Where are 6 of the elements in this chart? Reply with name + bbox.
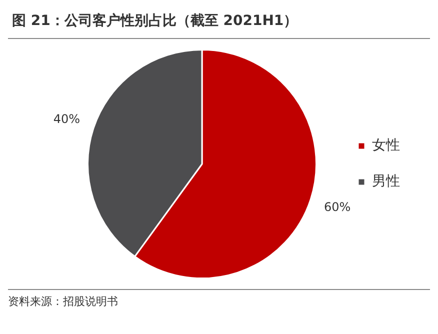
data-label: 40%: [53, 112, 80, 126]
chart-title: 图 21：公司客户性别占比（截至 2021H1）: [8, 8, 430, 39]
legend-label: 男性: [372, 174, 400, 190]
legend-label: 女性: [372, 138, 400, 154]
text: 资料来源：招股说明书: [8, 294, 119, 309]
data-label: 60%: [324, 200, 351, 214]
